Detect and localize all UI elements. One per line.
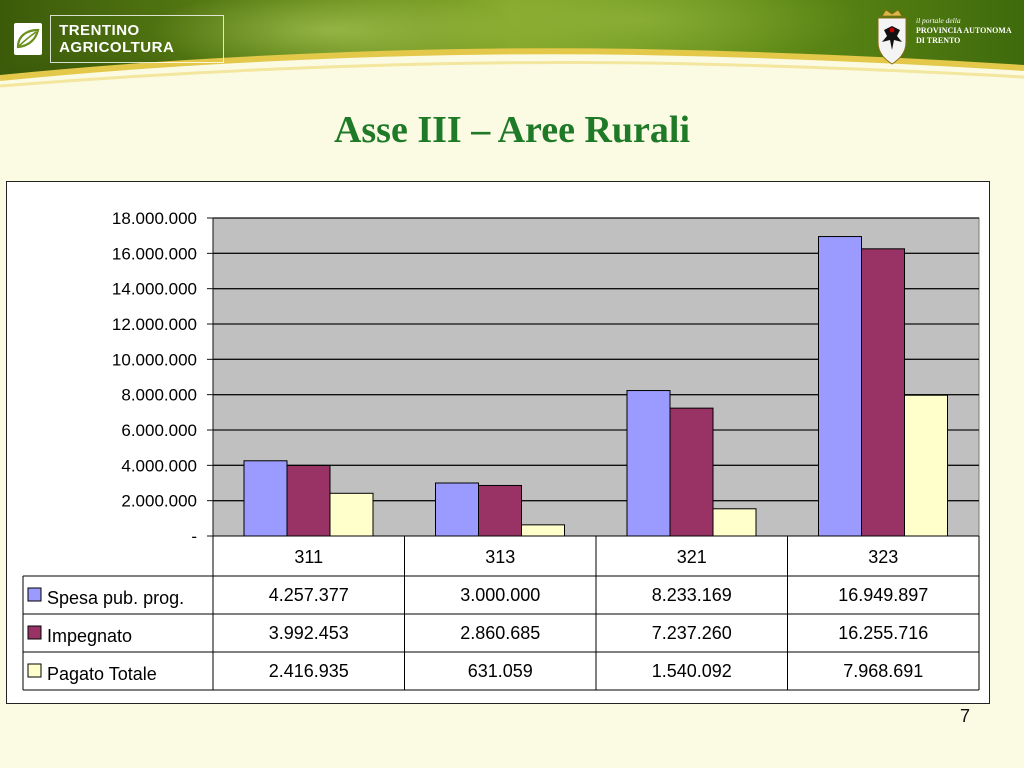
y-tick-label: 8.000.000 [121,386,197,405]
data-table-cell: 16.255.716 [838,623,928,643]
portal-line-2: PROVINCIA AUTONOMA [916,26,1012,35]
trentino-agricoltura-logo[interactable]: TRENTINO AGRICOLTURA [14,15,224,63]
legend-swatch [27,587,42,602]
bar [669,407,714,537]
data-table-cell: 16.949.897 [838,585,928,605]
y-tick-label: 16.000.000 [112,244,197,263]
portal-caption: il portale della PROVINCIA AUTONOMA DI T… [916,16,1012,46]
x-tick-label: 311 [294,547,323,567]
data-table-cell: 2.416.935 [269,661,349,681]
y-tick-label: 4.000.000 [121,456,197,475]
y-tick-label: 10.000.000 [112,350,197,369]
page-number: 7 [959,706,970,726]
bar [712,508,757,537]
coat-of-arms-icon [877,9,907,65]
data-table-cell: 7.968.691 [843,661,923,681]
bar [329,492,374,537]
bar [521,524,565,537]
data-table-cell: 2.860.685 [460,623,540,643]
bar [286,464,331,537]
data-table-cell: 4.257.377 [269,585,349,605]
portal-line-1: il portale della [916,16,961,25]
y-tick-label: - [191,527,197,546]
provincia-logo[interactable]: il portale della PROVINCIA AUTONOMA DI T… [872,6,1022,70]
portal-line-3: DI TRENTO [916,36,961,45]
y-tick-label: 2.000.000 [121,492,197,511]
y-tick-label: 12.000.000 [112,315,197,334]
bar [861,248,905,537]
data-table-cell: 7.237.260 [652,623,732,643]
y-tick-label: 18.000.000 [112,209,197,228]
bar [243,460,288,537]
bar [904,394,948,537]
bar [818,236,862,537]
legend-swatch [27,663,42,678]
bar [435,482,479,537]
data-table-cell: 3.000.000 [460,585,540,605]
bar [626,390,671,537]
brand-logo-text: TRENTINO AGRICOLTURA [50,15,224,63]
data-table-cell: 631.059 [468,661,533,681]
slide-title: Asse III – Aree Rurali [333,109,691,151]
chart-frame: - 2.000.000 4.000.000 6.000.000 8.000.000 10.… [6,181,990,704]
header-banner: TRENTINO AGRICOLTURA il portale della PR… [0,0,1024,108]
bar-chart: - 2.000.000 4.000.000 6.000.000 8.000.000 10.… [22,209,980,691]
bar [478,484,522,537]
header-curve [0,48,1024,108]
y-tick-label: 6.000.000 [121,421,197,440]
leaf-logo-icon [14,23,43,55]
legend-label: Impegnato [47,626,132,646]
data-table-cell: 1.540.092 [652,661,732,681]
legend-label: Spesa pub. prog. [47,588,184,608]
data-table-cell: 3.992.453 [269,623,349,643]
legend-swatch [27,625,42,640]
x-tick-label: 323 [868,547,898,567]
legend-label: Pagato Totale [47,664,157,684]
data-table-cell: 8.233.169 [652,585,732,605]
x-tick-label: 321 [677,547,707,567]
y-tick-label: 14.000.000 [112,280,197,299]
x-tick-label: 313 [485,547,515,567]
